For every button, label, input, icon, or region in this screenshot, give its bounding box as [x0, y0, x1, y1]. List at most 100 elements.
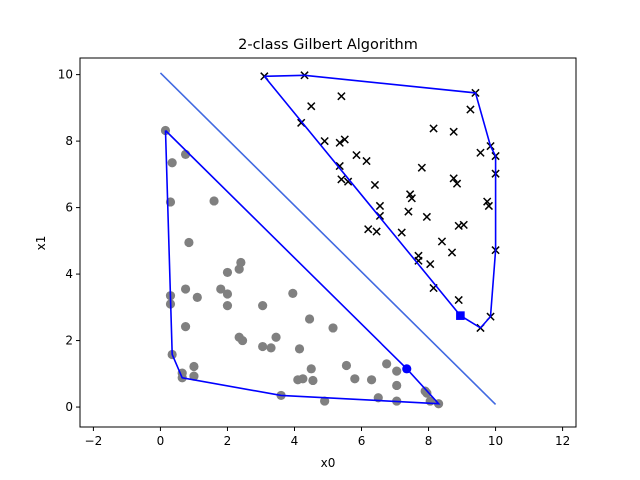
- class0-point: [422, 388, 432, 398]
- class0-point: [192, 292, 202, 302]
- class0-point: [306, 364, 316, 374]
- x-tick-label: −2: [85, 434, 103, 448]
- class0-point: [189, 371, 199, 381]
- class1-point: [414, 256, 423, 265]
- y-axis-label: x1: [34, 236, 48, 251]
- class1-point: [437, 237, 447, 246]
- class1-point-stroke: [449, 174, 458, 183]
- class1-point: [459, 220, 468, 230]
- y-tick-label: 6: [65, 201, 73, 215]
- class1-point: [476, 148, 485, 157]
- class1-point-stroke: [335, 138, 344, 147]
- class1-point-stroke: [404, 207, 413, 216]
- axes-frame: [79, 57, 577, 428]
- plot-area: [159, 71, 500, 409]
- class1-point-stroke: [454, 295, 463, 305]
- class1-point: [422, 212, 431, 222]
- class0-point: [308, 375, 318, 386]
- class1-point: [307, 102, 316, 111]
- class0-point: [350, 374, 360, 384]
- class0-point: [382, 359, 392, 369]
- class0-point: [294, 344, 305, 354]
- class0-point: [288, 288, 298, 298]
- class1-point: [320, 136, 329, 146]
- class1-point: [343, 177, 353, 186]
- class1-point: [454, 295, 463, 305]
- class1-point: [372, 227, 381, 236]
- class0-point: [298, 374, 308, 384]
- x-tick-label: 10: [488, 434, 503, 448]
- class0-point: [366, 375, 377, 385]
- class1-point: [449, 174, 458, 183]
- class1-point-stroke: [405, 190, 415, 199]
- class1-point: [337, 175, 346, 184]
- x-axis-label: x0: [321, 456, 336, 470]
- class1-point-stroke: [352, 150, 361, 160]
- class1-point-stroke: [407, 194, 416, 203]
- class1-point: [407, 194, 416, 203]
- class1-point: [404, 207, 413, 216]
- class0-point: [271, 332, 281, 342]
- axis-ticks: −2 0 2 4 6 8 10 12 0 2 4 6 8 10: [58, 68, 571, 448]
- class0-point: [237, 335, 248, 346]
- class1-point: [449, 127, 458, 136]
- separator-line: [159, 72, 497, 405]
- class1-point: [417, 163, 426, 172]
- class0-point: [392, 380, 402, 391]
- class1-point-stroke: [476, 148, 485, 157]
- y-tick-label: 0: [65, 400, 73, 414]
- class0-point: [209, 196, 219, 206]
- class0-point: [189, 361, 199, 372]
- class1-point: [452, 179, 462, 188]
- class0-point: [222, 267, 233, 278]
- y-tick-label: 10: [58, 68, 73, 82]
- class1-point: [352, 150, 361, 160]
- class0-point: [392, 366, 402, 376]
- class0-point: [222, 301, 233, 311]
- closest-point-class0: [402, 364, 412, 374]
- x-tick-label: 6: [358, 434, 366, 448]
- class1-point-stroke: [449, 127, 458, 136]
- x-tick-label: 12: [555, 434, 570, 448]
- class1-point: [370, 180, 380, 190]
- class1-point-stroke: [417, 163, 426, 172]
- class1-point-stroke: [372, 227, 381, 236]
- class1-point: [466, 105, 475, 114]
- class0-point: [167, 158, 177, 168]
- class0-point: [180, 284, 191, 294]
- class1-point-stroke: [307, 102, 316, 111]
- class0-point: [328, 323, 338, 333]
- class0-point: [234, 264, 244, 274]
- class1-point-stroke: [426, 259, 435, 269]
- class1-point: [337, 92, 346, 101]
- class1-point: [397, 228, 406, 237]
- class0-point: [222, 289, 233, 299]
- hull-class1: [263, 74, 497, 329]
- class1-point-stroke: [452, 179, 462, 188]
- class1-point-stroke: [414, 256, 423, 265]
- class1-point-stroke: [362, 156, 371, 166]
- class0-point: [258, 301, 268, 311]
- class1-point-stroke: [320, 136, 329, 146]
- class0-point: [341, 360, 352, 371]
- class1-point: [364, 225, 373, 234]
- class0-point: [216, 284, 226, 294]
- class1-point-stroke: [437, 237, 447, 246]
- y-tick-label: 8: [65, 134, 73, 148]
- class1-point-stroke: [454, 221, 463, 231]
- class1-point: [483, 197, 492, 206]
- class0-point: [304, 314, 315, 324]
- class1-point: [426, 259, 435, 269]
- class1-point-stroke: [337, 92, 346, 101]
- class1-point-stroke: [335, 161, 344, 171]
- class0-point: [320, 396, 330, 406]
- class1-point: [335, 161, 344, 171]
- class1-point: [484, 201, 493, 211]
- x-tick-label: 8: [425, 434, 433, 448]
- class0-point: [180, 322, 191, 332]
- class1-point-stroke: [484, 201, 493, 211]
- class0-point: [266, 343, 276, 353]
- class1-point-stroke: [375, 201, 385, 211]
- class0-point: [184, 237, 194, 248]
